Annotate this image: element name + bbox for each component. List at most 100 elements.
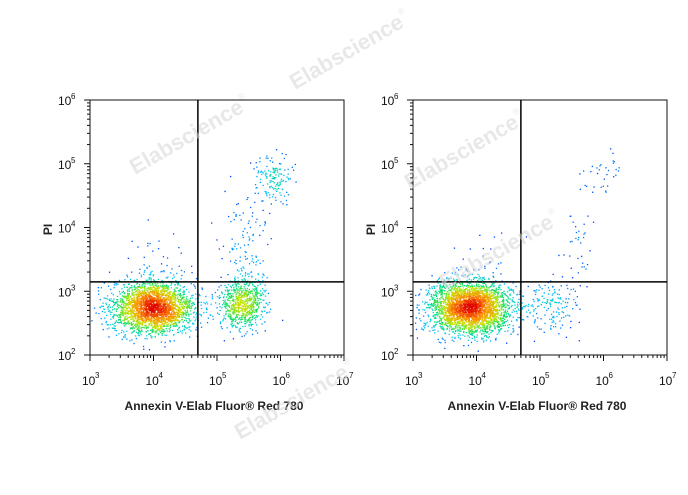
event-dot	[181, 300, 182, 301]
event-dot	[109, 304, 110, 305]
event-dot	[160, 332, 161, 333]
event-dot	[111, 301, 112, 302]
event-dot	[516, 307, 517, 308]
event-dot	[199, 295, 200, 296]
event-dot	[225, 307, 226, 308]
event-dot	[149, 292, 150, 293]
event-dot	[529, 312, 530, 313]
event-dot	[127, 289, 128, 290]
event-dot	[234, 219, 235, 220]
event-dot	[242, 326, 243, 327]
event-dot	[444, 293, 445, 294]
event-dot	[438, 313, 439, 314]
event-dot	[473, 326, 474, 327]
event-dot	[161, 331, 162, 332]
event-dot	[601, 187, 602, 188]
event-dot	[183, 299, 184, 300]
event-dot	[454, 248, 455, 249]
event-dot	[146, 311, 147, 312]
event-dot	[165, 316, 166, 317]
event-dot	[164, 305, 165, 306]
event-dot	[584, 266, 585, 267]
event-dot	[131, 272, 132, 273]
event-dot	[235, 307, 236, 308]
event-dot	[208, 318, 209, 319]
event-dot	[217, 313, 218, 314]
event-dot	[143, 283, 144, 284]
event-dot	[130, 323, 131, 324]
event-dot	[267, 304, 268, 305]
event-dot	[577, 296, 578, 297]
event-dot	[501, 313, 502, 314]
event-dot	[437, 298, 438, 299]
event-dot	[160, 327, 161, 328]
event-dot	[513, 292, 514, 293]
event-dot	[274, 168, 275, 169]
event-dot	[570, 321, 571, 322]
event-dot	[166, 284, 167, 285]
event-dot	[246, 291, 247, 292]
event-dot	[124, 309, 125, 310]
event-dot	[463, 331, 464, 332]
event-dot	[244, 284, 245, 285]
event-dot	[253, 307, 254, 308]
event-dot	[230, 302, 231, 303]
event-dot	[117, 306, 118, 307]
event-dot	[120, 314, 121, 315]
event-dot	[239, 330, 240, 331]
event-dot	[134, 292, 135, 293]
event-dot	[241, 322, 242, 323]
event-dot	[260, 263, 261, 264]
event-dot	[145, 305, 146, 306]
event-dot	[152, 251, 153, 252]
event-dot	[547, 299, 548, 300]
event-dot	[161, 320, 162, 321]
event-dot	[250, 291, 251, 292]
event-dot	[435, 300, 436, 301]
event-dot	[191, 306, 192, 307]
event-dot	[501, 315, 502, 316]
event-dot	[502, 304, 503, 305]
event-dot	[255, 184, 256, 185]
event-dot	[132, 309, 133, 310]
event-dot	[270, 309, 271, 310]
event-dot	[496, 268, 497, 269]
event-dot	[226, 304, 227, 305]
event-dot	[584, 224, 585, 225]
event-dot	[114, 315, 115, 316]
event-dot	[247, 311, 248, 312]
event-dot	[541, 329, 542, 330]
event-dot	[241, 268, 242, 269]
event-dot	[569, 315, 570, 316]
event-dot	[255, 293, 256, 294]
event-dot	[543, 298, 544, 299]
event-dot	[245, 284, 246, 285]
event-dot	[201, 287, 202, 288]
event-dot	[182, 326, 183, 327]
event-dot	[258, 306, 259, 307]
event-dot	[474, 340, 475, 341]
event-dot	[137, 318, 138, 319]
event-dot	[557, 307, 558, 308]
event-dot	[500, 317, 501, 318]
event-dot	[142, 287, 143, 288]
event-dot	[271, 203, 272, 204]
event-dot	[491, 285, 492, 286]
event-dot	[562, 276, 563, 277]
event-dot	[186, 298, 187, 299]
event-dot	[435, 291, 436, 292]
event-dot	[551, 314, 552, 315]
event-dot	[263, 230, 264, 231]
event-dot	[188, 314, 189, 315]
event-dot	[262, 316, 263, 317]
event-dot	[541, 304, 542, 305]
event-dot	[249, 283, 250, 284]
event-dot	[241, 308, 242, 309]
event-dot	[166, 277, 167, 278]
event-dot	[165, 288, 166, 289]
event-dot	[616, 169, 617, 170]
event-dot	[514, 311, 515, 312]
event-dot	[180, 297, 181, 298]
event-dot	[188, 318, 189, 319]
event-dot	[122, 300, 123, 301]
